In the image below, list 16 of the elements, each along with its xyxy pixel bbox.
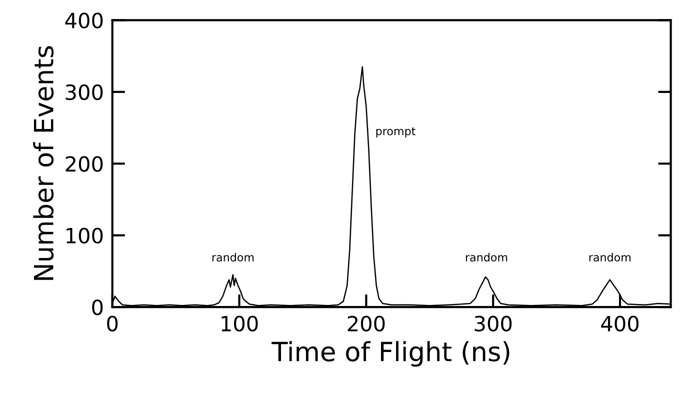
x-tick-label: 400 <box>601 316 639 332</box>
y-tick-label: 0 <box>92 299 103 316</box>
y-axis-title: Number of Events <box>33 46 54 280</box>
annotation: random <box>466 252 508 262</box>
x-tick-label: 300 <box>474 316 512 332</box>
x-axis-title: Time of Flight (ns) <box>272 341 510 367</box>
x-tick-label: 200 <box>348 316 385 332</box>
annotation: random <box>589 252 631 262</box>
y-tick-label: 100 <box>66 228 103 244</box>
y-tick-label: 400 <box>65 12 103 28</box>
annotation: random <box>212 252 254 262</box>
annotation: prompt <box>376 127 416 138</box>
y-tick-label: 200 <box>66 156 103 172</box>
x-tick-label: 0 <box>107 316 118 332</box>
x-tick-label: 100 <box>222 316 258 332</box>
y-tick-label: 300 <box>66 84 103 100</box>
